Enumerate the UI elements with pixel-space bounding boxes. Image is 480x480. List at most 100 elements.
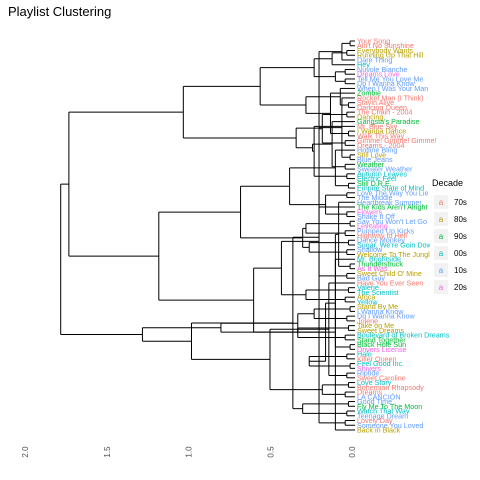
leaf-label: Autumn Leaves [357, 169, 407, 178]
leaf-label: The Kids Aren't Alright [357, 203, 428, 212]
leaf-label: I Wanna Know [357, 307, 404, 316]
legend-item-label: 20s [454, 283, 467, 292]
legend-key-box [434, 263, 448, 277]
leaf-label: Zombie [357, 89, 381, 98]
x-tick-label: 0.0 [348, 446, 357, 458]
leaf-label: Pumped Up Kicks [357, 226, 415, 235]
leaf-label: Feel Good Inc. [357, 359, 404, 368]
x-tick-label: 1.0 [185, 446, 194, 458]
leaf-label: Do I Wanna Know [357, 79, 415, 88]
legend-key-glyph: a [439, 232, 444, 241]
leaf-label: Boulevard of Broken Dreams [357, 331, 450, 340]
leaf-label: Black Hole Sun [357, 340, 406, 349]
leaf-label: Back in Black [357, 426, 401, 435]
leaf-label: Teenage Dream [357, 411, 408, 420]
leaf-label: Your Song [357, 37, 390, 46]
legend-key-box [434, 246, 448, 260]
legend-key-glyph: a [439, 266, 444, 275]
leaf-label: Sweet Child O' Mine [357, 269, 422, 278]
leaf-label: Take on Me [357, 321, 394, 330]
legend-title: Decade [432, 178, 463, 188]
leaf-label: Dancing [357, 112, 383, 121]
leaf-label: Do I Wanna Know [357, 312, 415, 321]
leaf-label: Stayin Alive [357, 98, 394, 107]
chart-title: Playlist Clustering [8, 4, 111, 19]
legend-item-label: 10s [454, 266, 467, 275]
leaf-label: Shivers [357, 364, 381, 373]
leaf-label: Mr. Brightside [357, 255, 401, 264]
leaf-label: Tell Me You Love Me [357, 74, 423, 83]
x-tick-label: 1.5 [103, 446, 112, 458]
legend-key-box [434, 212, 448, 226]
legend-key-box [434, 229, 448, 243]
x-tick-label: 0.5 [266, 446, 275, 458]
leaf-label: Stand Together [357, 335, 406, 344]
leaf-label: Yellow [357, 297, 378, 306]
leaf-label: Blue Jeans [357, 155, 393, 164]
leaf-label: Thunderstruck [357, 259, 403, 268]
leaf-label: Still Love [357, 150, 386, 159]
legend-key-glyph: a [439, 249, 444, 258]
leaf-label: Gangsta's Paradise [357, 117, 420, 126]
leaf-label: Mr. Blue Sky [357, 122, 398, 131]
x-axis-ticks: 2.0 1.5 1.0 0.5 0.0 [21, 446, 357, 458]
leaf-label: Killer Queen [357, 354, 397, 363]
leaf-label: Weather [357, 160, 385, 169]
leaf-label: Highway to Hell [357, 231, 407, 240]
leaf-label: Welcome To The Jungle [357, 250, 434, 259]
leaf-label: Empire State of Mind [357, 184, 424, 193]
leaf-label: Riptide [357, 369, 379, 378]
leaf-label: Sugar, We're Goin Down [357, 240, 436, 249]
legend-key-box [434, 280, 448, 294]
legend-item-label: 90s [454, 232, 467, 241]
leaf-label: Heartbreak Summer [357, 198, 422, 207]
leaf-label: Shallow [357, 245, 383, 254]
leaf-label: Someone You Loved [357, 421, 423, 430]
leaf-label: Dare Thing [357, 55, 392, 64]
leaf-label: Sweet Caroline [357, 373, 406, 382]
leaf-label: Electric Feel [357, 174, 397, 183]
leaf-label: Good Time [357, 397, 392, 406]
dendrogram-links [60, 40, 355, 431]
leaf-label: Love Story [357, 378, 392, 387]
leaf-label: Dance Monkey [357, 236, 405, 245]
legend-key-box [434, 195, 448, 209]
leaf-label: The Middle [357, 193, 393, 202]
leaf-label: Shake It Off [357, 212, 395, 221]
leaf-label: Fly Me To The Moon [357, 402, 422, 411]
leaf-label: Stand By Me [357, 302, 398, 311]
leaf-label: Bad Guy [357, 274, 385, 283]
leaf-label: Jolene [357, 316, 378, 325]
leaf-label: I Wanna Dance [357, 127, 406, 136]
x-tick-label: 2.0 [21, 446, 30, 458]
leaf-label: As It Was [357, 264, 388, 273]
leaf-label: Drivers License [357, 345, 407, 354]
leaf-label: Africa [357, 293, 375, 302]
legend-item-label: 80s [454, 215, 467, 224]
legend-key-glyph: a [439, 283, 444, 292]
leaf-label: The Chain - 2004 [357, 108, 413, 117]
leaf-label: Dancing Queen [357, 103, 407, 112]
leaf-label: Bohemian Rhapsody [357, 383, 424, 392]
leaf-label: Rocket Man (I Think) [357, 93, 424, 102]
leaf-label: Sweet Dreams [357, 326, 405, 335]
leaf-label: Running Up That Hill [357, 51, 424, 60]
leaf-label: Ain't No Sunshine [357, 41, 414, 50]
leaf-label: Flowers [357, 207, 383, 216]
leaf-label: Halo [357, 350, 372, 359]
leaf-label: Dreams Love [357, 70, 400, 79]
leaf-label: Walk This Way [357, 131, 405, 140]
leaf-label: Dreams [357, 388, 383, 397]
leaf-label: Valerie [357, 283, 379, 292]
leaf-label: Everybody Wants [357, 46, 413, 55]
leaf-label: Sweater Weather [357, 165, 413, 174]
leaf-label: Nuvole Bianche [357, 65, 407, 74]
leaf-label: Dreams - 2004 [357, 141, 405, 150]
leaf-label: LA CANCIÓN [357, 392, 401, 401]
leaf-label: When I Was Your Man [357, 84, 428, 93]
legend-key-glyph: a [439, 198, 444, 207]
leaf-label: Levitating [357, 222, 388, 231]
leaf-label: Gimme! Gimme! Gimme! [357, 136, 436, 145]
leaf-label: Hotline Bling [357, 146, 397, 155]
